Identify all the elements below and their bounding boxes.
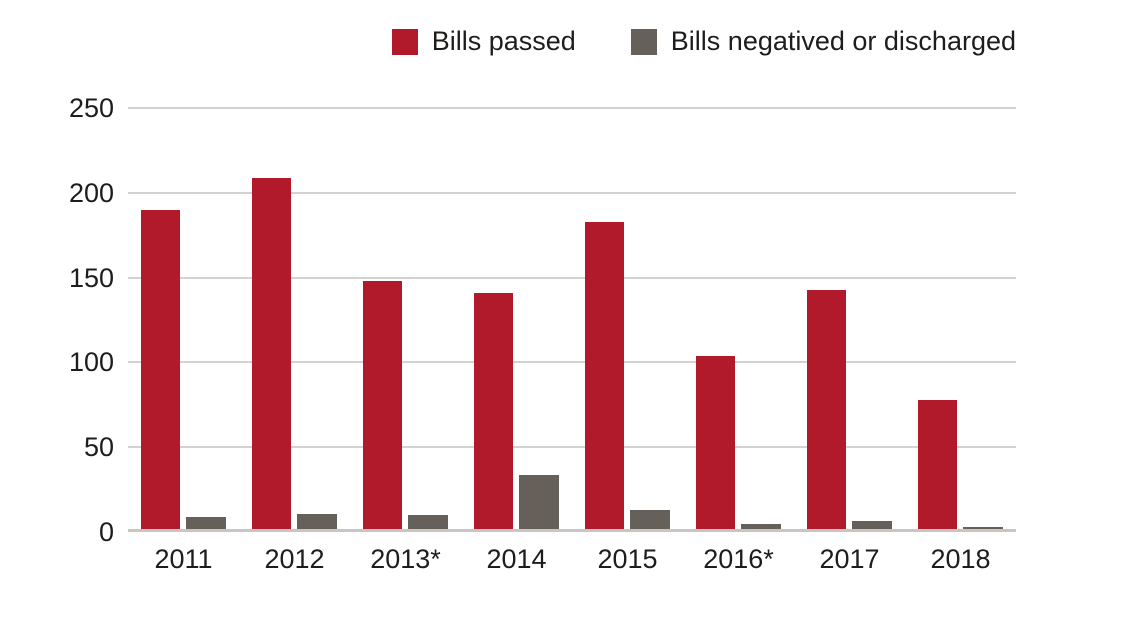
y-tick-label-50: 50 [83,432,114,463]
bar-groups [128,108,1016,529]
gridline-200 [128,191,1016,194]
x-tick-label-2015: 2015 [597,544,658,574]
bar-bills-negatived-2017 [852,520,892,529]
x-tick-label-2018: 2018 [930,544,991,574]
bar-bills-negatived-2014 [519,474,559,529]
bar-group-2016 [683,108,794,529]
gridline-250 [128,107,1016,109]
x-tick-label-2013: 2013* [370,544,441,574]
bar-bills-negatived-2018 [963,527,1003,529]
x-tick-label-2014: 2014 [486,544,547,574]
bar-bills-passed-2014 [474,293,513,529]
bar-bills-negatived-2013 [408,515,448,529]
bar-bills-passed-2011 [141,210,180,529]
legend-label-bills-passed: Bills passed [431,26,576,56]
bar-bills-negatived-2015 [630,510,670,529]
bar-group-2015 [572,108,683,529]
bar-bills-passed-2018 [918,400,957,529]
y-tick-label-200: 200 [68,177,114,208]
y-tick-label-150: 150 [68,262,114,293]
x-axis-baseline [128,529,1016,532]
bar-bills-passed-2013 [363,281,402,529]
y-tick-label-250: 250 [68,93,114,123]
bar-bills-negatived-2016 [741,523,781,529]
bar-group-2018 [905,108,1016,529]
legend-swatch-bills-passed-icon [391,28,418,55]
bar-group-2013 [350,108,461,529]
bar-group-2011 [128,108,239,529]
x-tick-label-2017: 2017 [819,544,880,574]
bar-bills-passed-2015 [585,222,624,529]
x-tick-label-2016: 2016* [703,544,774,574]
legend-label-bills-negatived: Bills negatived or discharged [670,26,1016,56]
bar-bills-passed-2016 [696,356,735,529]
gridline-100 [128,361,1016,364]
x-tick-label-2012: 2012 [264,544,325,574]
legend-item-bills-passed: Bills passed [391,26,576,56]
chart-legend: Bills passed Bills negatived or discharg… [391,26,1016,56]
bar-group-2012 [239,108,350,529]
bar-bills-negatived-2012 [297,513,337,529]
legend-swatch-bills-negatived-icon [630,28,657,55]
legend-item-bills-negatived: Bills negatived or discharged [630,26,1016,56]
y-tick-label-0: 0 [98,517,114,547]
gridline-50 [128,446,1016,449]
bar-bills-negatived-2011 [186,517,226,529]
x-axis: 2011 2012 2013* 2014 2015 2016* 2017 2018 [128,542,1016,576]
plot-area [128,107,1016,532]
bar-bills-passed-2012 [252,177,291,529]
bar-group-2017 [794,108,905,529]
bar-group-2014 [461,108,572,529]
bar-bills-passed-2017 [807,289,846,529]
gridline-150 [128,276,1016,279]
y-tick-label-100: 100 [68,347,114,378]
x-tick-label-2011: 2011 [154,544,213,574]
